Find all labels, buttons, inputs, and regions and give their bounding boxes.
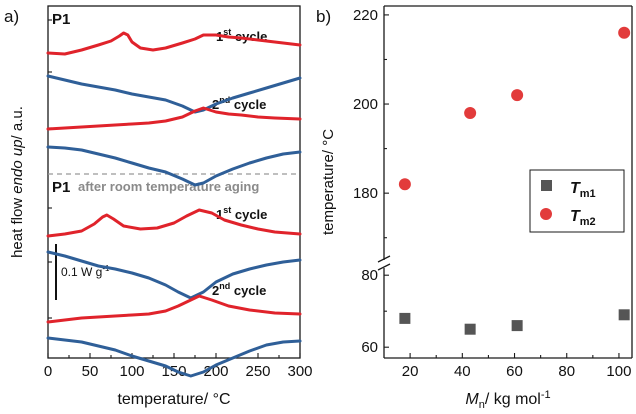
panel-a-dsc-chart: a) P1 P1 after room temperature aging 1s… — [4, 5, 313, 408]
panel-b-label: b) — [316, 7, 331, 26]
cooling-curve-4 — [46, 336, 302, 378]
panel-b-ylabel: temperature/ °C — [320, 129, 337, 235]
section-label-p1-aged: P1 — [52, 179, 70, 196]
heating-curve-3 — [46, 208, 302, 238]
point-tm1 — [399, 312, 411, 324]
panel-a-xtick-label: 100 — [119, 363, 144, 380]
legend-marker-tm1 — [541, 180, 552, 191]
panel-b-ytick-label: 180 — [353, 185, 378, 202]
point-tm2 — [618, 26, 631, 39]
panel-b-xtick-label: 40 — [454, 363, 471, 380]
legend-label-tm2: Tm2 — [570, 208, 596, 228]
cooling-curve-1 — [46, 74, 302, 114]
panel-b-xtick-label: 80 — [558, 363, 575, 380]
panel-a-xtick-label: 250 — [245, 363, 270, 380]
point-tm1 — [511, 320, 523, 332]
panel-b-xtick-label: 20 — [402, 363, 419, 380]
heating-curve-2 — [46, 106, 302, 131]
panel-b-xtick-label: 100 — [606, 363, 631, 380]
panel-b-ytick-label: 200 — [353, 96, 378, 113]
panel-b-ytick-label: 60 — [361, 339, 378, 356]
point-tm2 — [398, 178, 411, 191]
point-tm2 — [464, 106, 477, 119]
legend-label-tm1: Tm1 — [570, 180, 596, 200]
cycle-label-4: 2nd cycle — [212, 281, 266, 298]
legend-marker-tm2 — [540, 208, 552, 220]
point-tm1 — [464, 323, 476, 335]
aging-label: after room temperature aging — [78, 179, 259, 194]
panel-b-xlabel: Mn/ kg mol-1 — [465, 389, 550, 411]
heating-curve-1 — [46, 31, 302, 56]
panel-b-xtick-label: 60 — [506, 363, 523, 380]
panel-b-scatter-chart: b) temperature/ °C Mn/ kg mol-1 Tm1 Tm2 … — [316, 5, 633, 411]
axis-break-mark-1 — [377, 255, 391, 263]
panel-b-ytick-label: 220 — [353, 7, 378, 24]
point-tm2 — [511, 89, 524, 102]
panel-a-label: a) — [4, 7, 19, 26]
heating-curve-4 — [46, 294, 302, 324]
cycle-label-3: 1st cycle — [216, 205, 267, 222]
axis-break-mark-2 — [377, 263, 391, 271]
cooling-curve-3 — [46, 250, 302, 300]
panel-a-xtick-label: 50 — [82, 363, 99, 380]
panel-a-xlabel: temperature/ °C — [117, 391, 230, 408]
cooling-curve-2 — [46, 145, 302, 187]
point-tm1 — [618, 309, 630, 321]
panel-b-ytick-label: 80 — [361, 267, 378, 284]
section-label-p1: P1 — [52, 11, 70, 28]
panel-a-xtick-label: 0 — [44, 363, 52, 380]
panel-a-ylabel: heat flow endo up/ a.u. — [9, 106, 26, 258]
panel-a-xtick-label: 300 — [287, 363, 312, 380]
legend: Tm1 Tm2 — [529, 169, 625, 233]
